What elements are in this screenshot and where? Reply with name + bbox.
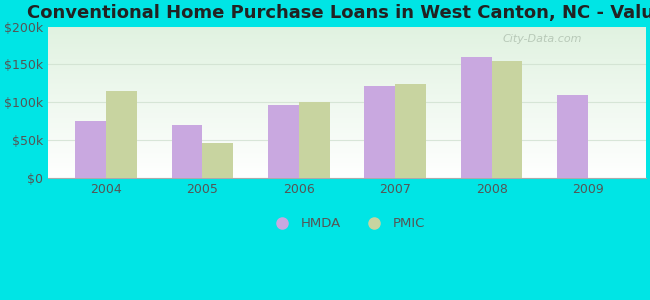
Bar <box>491 61 523 178</box>
Legend: HMDA, PMIC: HMDA, PMIC <box>264 212 430 236</box>
Title: Conventional Home Purchase Loans in West Canton, NC - Value: Conventional Home Purchase Loans in West… <box>27 4 650 22</box>
Bar <box>268 105 299 178</box>
Bar <box>202 143 233 178</box>
Bar <box>557 95 588 178</box>
Bar <box>461 57 491 178</box>
Bar <box>395 84 426 178</box>
Bar <box>365 86 395 178</box>
Bar <box>172 125 202 178</box>
Bar <box>106 91 137 178</box>
Bar <box>299 102 330 178</box>
Bar <box>75 122 106 178</box>
Text: City-Data.com: City-Data.com <box>502 34 582 44</box>
